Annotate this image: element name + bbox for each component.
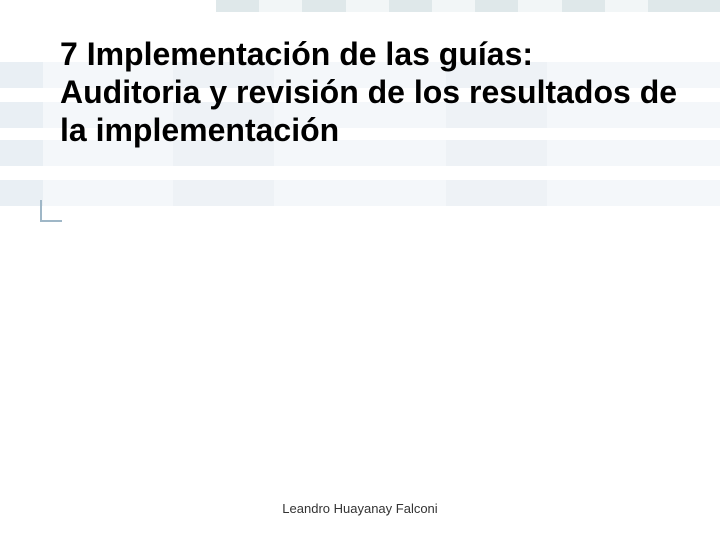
top-stripe-segment [259, 0, 302, 12]
title-band-stripe-segment [0, 62, 43, 88]
title-band-stripe-segment [0, 180, 43, 206]
title-band-stripe-segment [446, 180, 547, 206]
title-band-stripe-segment [43, 180, 173, 206]
top-stripe-segment [216, 0, 259, 12]
title-band-stripe-segment [173, 180, 274, 206]
top-stripe-segment [562, 0, 605, 12]
top-stripe-segment [302, 0, 345, 12]
top-stripe-segment [432, 0, 475, 12]
top-stripe-segment [648, 0, 720, 12]
footer-author: Leandro Huayanay Falconi [0, 501, 720, 516]
top-stripe-bar [0, 0, 720, 12]
title-band-stripe-segment [0, 140, 43, 166]
top-stripe-segment [346, 0, 389, 12]
top-stripe-segment [0, 0, 216, 12]
title-band: 7 Implementación de las guías: Auditoria… [0, 12, 720, 173]
top-stripe-segment [605, 0, 648, 12]
top-stripe-segment [518, 0, 561, 12]
top-stripe-segment [389, 0, 432, 12]
title-band-stripe-segment [0, 102, 43, 128]
title-band-stripe-segment [547, 180, 720, 206]
title-band-stripe-segment [274, 180, 447, 206]
slide-title: 7 Implementación de las guías: Auditoria… [60, 36, 680, 149]
corner-notch-icon [40, 200, 62, 222]
title-band-stripe-row [0, 180, 720, 206]
top-stripe-segment [475, 0, 518, 12]
